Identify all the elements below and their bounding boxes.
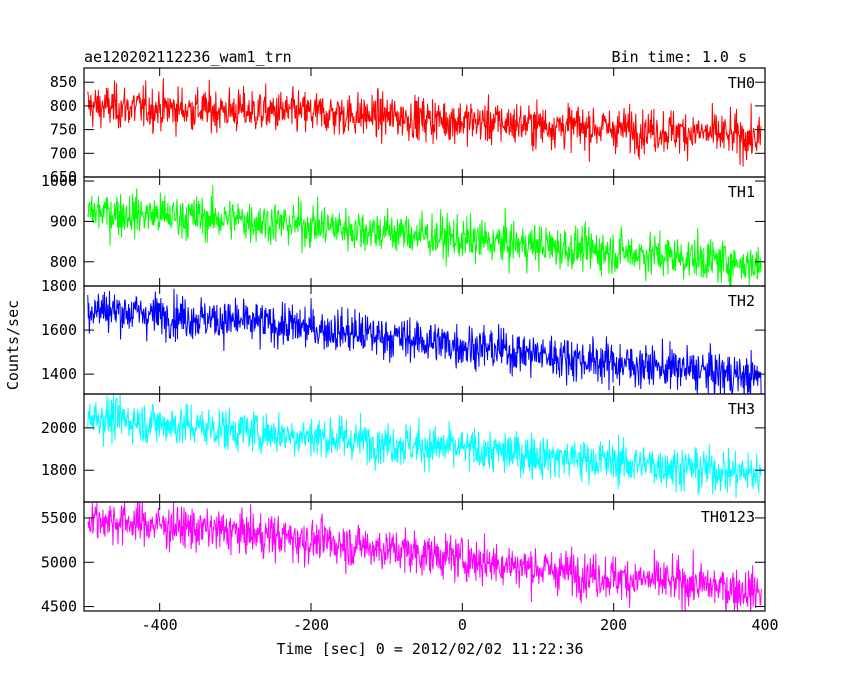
x-axis: -400 -200 0 200 400 xyxy=(142,616,779,634)
y-tick-label: 850 xyxy=(50,73,77,91)
x-tick-label: 0 xyxy=(458,616,467,634)
y-tick-label: 1800 xyxy=(41,461,77,479)
panel-th1: 800 900 1000 TH1 xyxy=(41,172,766,287)
y-tick-label: 5500 xyxy=(41,509,77,527)
bin-time-label: Bin time: 1.0 s xyxy=(612,48,747,66)
y-tick-label: 4500 xyxy=(41,598,77,616)
y-tick-label: 5000 xyxy=(41,553,77,571)
series-label-th3: TH3 xyxy=(728,400,755,418)
x-tick-label: -400 xyxy=(142,616,178,634)
panel-th0123: 4500 5000 5500 TH0123 xyxy=(41,501,766,616)
y-tick-label: 800 xyxy=(50,97,77,115)
series-line-th1 xyxy=(87,185,762,286)
series-label-th1: TH1 xyxy=(728,183,755,201)
series-line-th0 xyxy=(87,78,762,167)
y-axis-label: Counts/sec xyxy=(4,300,22,390)
x-tick-label: 400 xyxy=(751,616,778,634)
y-tick-label: 700 xyxy=(50,144,77,162)
x-tick-label: 200 xyxy=(600,616,627,634)
series-line-th0123 xyxy=(87,502,762,611)
y-tick-label: 1600 xyxy=(41,321,77,339)
y-tick-label: 1800 xyxy=(41,277,77,295)
y-tick-label: 1400 xyxy=(41,365,77,383)
y-tick-label: 1000 xyxy=(41,172,77,190)
x-axis-label: Time [sec] 0 = 2012/02/02 11:22:36 xyxy=(276,640,583,658)
panel-th2: 1400 1600 1800 TH2 xyxy=(41,277,766,395)
series-line-th3 xyxy=(87,394,762,499)
y-tick-label: 650 xyxy=(50,168,77,186)
y-tick-label: 2000 xyxy=(41,419,77,437)
x-tick-label: -200 xyxy=(293,616,329,634)
y-tick-label: 900 xyxy=(50,212,77,230)
series-label-th0123: TH0123 xyxy=(701,508,755,526)
series-line-th2 xyxy=(87,288,762,394)
panel-th3: 1800 2000 TH3 xyxy=(41,393,766,503)
y-tick-label: 800 xyxy=(50,253,77,271)
series-label-th0: TH0 xyxy=(728,74,755,92)
y-tick-label: 750 xyxy=(50,121,77,139)
series-label-th2: TH2 xyxy=(728,292,755,310)
panel-th0: 650 700 750 800 850 TH0 xyxy=(50,67,766,186)
chart-title: ae120202112236_wam1_trn xyxy=(84,48,292,66)
panel-frame xyxy=(83,501,766,612)
